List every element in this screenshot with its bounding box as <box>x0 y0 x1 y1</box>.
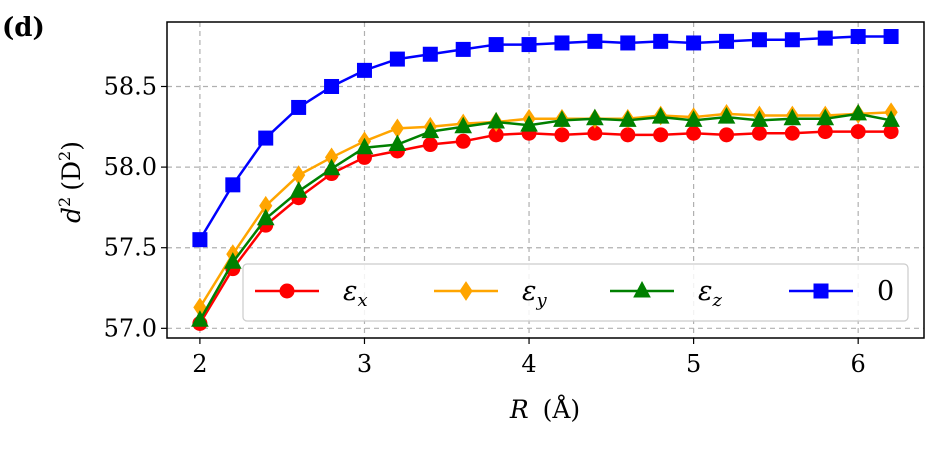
y-axis-unit-close: ) <box>57 141 86 151</box>
data-point <box>651 107 670 124</box>
y-axis-label: d2(D2) <box>55 141 86 223</box>
data-point <box>422 46 438 62</box>
data-point <box>850 124 866 140</box>
data-point <box>192 232 208 248</box>
x-tick-label: 5 <box>686 350 701 378</box>
y-tick-label: 57.5 <box>104 234 157 262</box>
data-point <box>356 62 372 78</box>
legend-entry: εy <box>434 276 548 311</box>
data-point <box>620 35 636 51</box>
data-point <box>324 78 340 94</box>
data-point <box>817 30 833 46</box>
data-point <box>454 116 473 134</box>
data-point <box>554 35 570 51</box>
data-point <box>355 137 374 155</box>
data-point <box>488 37 504 53</box>
data-point <box>586 108 604 126</box>
data-point <box>653 33 669 49</box>
data-point <box>850 29 866 45</box>
legend-entry: 0 <box>789 276 894 307</box>
data-point <box>455 133 471 149</box>
y-tick-label: 57.0 <box>104 314 157 342</box>
x-axis-label: R (Å) <box>509 394 580 424</box>
legend-marker <box>279 283 295 299</box>
y-tick-label: 58.0 <box>104 153 157 181</box>
plot-frame <box>166 21 925 339</box>
ticks: 2 3 4 5 6 57.0 57.5 58.0 58.5 <box>104 72 866 378</box>
data-point <box>751 125 767 141</box>
data-point <box>750 110 769 127</box>
y-tick-label: 58.5 <box>104 72 157 100</box>
data-point <box>225 177 241 193</box>
y-axis-var-sup: 2 <box>55 197 74 207</box>
x-tick-label: 4 <box>521 350 536 378</box>
data-point <box>521 37 537 53</box>
data-point <box>816 108 835 126</box>
series-layer <box>191 29 900 331</box>
legend-label: εz <box>698 276 723 311</box>
x-axis-var: R <box>509 395 529 424</box>
series-line <box>198 130 892 325</box>
data-point <box>554 127 570 143</box>
data-point <box>256 208 275 226</box>
x-axis-unit: (Å) <box>543 394 581 424</box>
legend-entry: εz <box>610 276 723 311</box>
data-point <box>553 110 571 127</box>
data-point <box>618 110 637 127</box>
series-0 <box>192 29 899 248</box>
series-line <box>198 35 892 241</box>
data-point <box>258 130 274 146</box>
x-tick-label: 2 <box>192 350 207 378</box>
data-point <box>388 134 407 152</box>
legend-label: εy <box>522 276 548 311</box>
legend: εx εy εz 0 <box>242 263 909 322</box>
data-point <box>455 41 471 57</box>
data-point <box>620 127 636 143</box>
data-point <box>883 29 899 45</box>
data-point <box>520 115 538 132</box>
data-point <box>422 137 438 153</box>
y-axis-unit-open: (D <box>57 161 86 191</box>
data-point <box>719 33 735 49</box>
series-line <box>198 111 892 309</box>
data-point <box>587 33 603 49</box>
data-point <box>487 111 505 129</box>
x-tick-label: 3 <box>357 350 372 378</box>
data-point <box>817 124 833 140</box>
data-point <box>322 158 341 176</box>
data-point <box>291 99 307 115</box>
legend-box <box>242 263 909 322</box>
legend-label: εx <box>343 276 368 311</box>
data-point <box>783 108 802 126</box>
data-point <box>389 51 405 67</box>
legend-entry: εx <box>255 276 368 311</box>
data-point <box>686 125 702 141</box>
data-point <box>653 127 669 143</box>
data-point <box>684 110 703 127</box>
data-point <box>751 32 767 48</box>
data-point <box>882 110 900 127</box>
series-line <box>198 112 892 321</box>
panel-label: (d) <box>2 13 45 43</box>
data-point <box>191 310 209 327</box>
data-point <box>289 181 308 198</box>
data-point <box>717 107 736 124</box>
data-point <box>421 121 440 139</box>
data-point <box>686 35 702 51</box>
data-point <box>784 32 800 48</box>
legend-marker <box>633 280 651 298</box>
legend-marker <box>459 281 473 301</box>
data-point <box>719 127 735 143</box>
y-axis-var: d <box>57 207 86 223</box>
data-point <box>223 252 242 269</box>
data-point <box>849 103 868 121</box>
x-tick-label: 6 <box>851 350 866 378</box>
series-z <box>191 103 900 327</box>
y-axis-unit-sup: 2 <box>55 151 74 161</box>
legend-label: 0 <box>877 276 894 307</box>
legend-marker <box>813 283 829 299</box>
data-point <box>784 125 800 141</box>
